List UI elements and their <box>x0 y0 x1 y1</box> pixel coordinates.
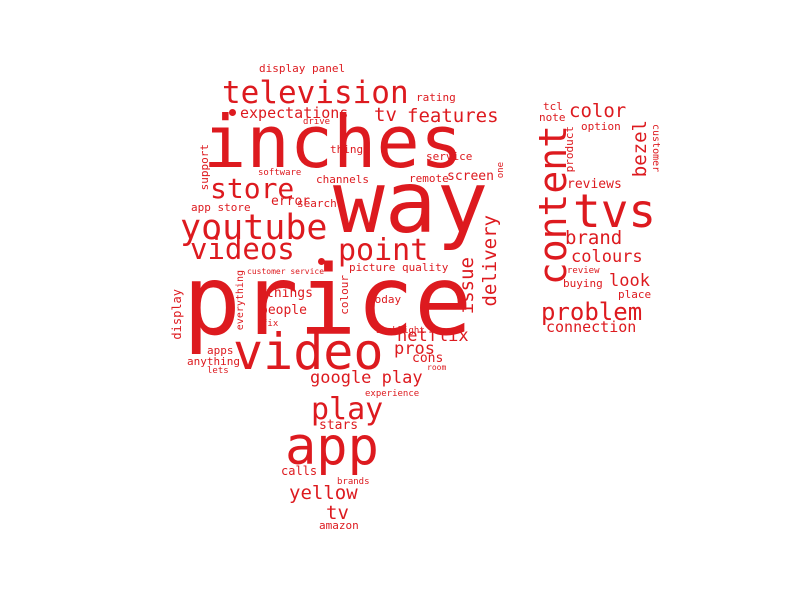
word-fix: fix <box>262 319 279 329</box>
word-look: look <box>609 271 650 291</box>
word-inches: inches <box>203 100 464 184</box>
word-colours: colours <box>571 247 643 267</box>
word-buying: buying <box>563 277 603 290</box>
word-one: one <box>496 162 506 179</box>
word-yellow: yellow <box>289 482 358 504</box>
word-play: play <box>311 392 384 427</box>
word-software: software <box>258 168 302 178</box>
word-note: note <box>539 111 566 124</box>
word-display: display <box>170 289 184 340</box>
word-error: error <box>271 194 311 209</box>
word-customer: customer <box>650 124 661 173</box>
word-cons: cons <box>412 351 444 366</box>
word-rating: rating <box>416 91 456 104</box>
word-colour: colour <box>338 275 351 315</box>
word-support: support <box>198 144 211 191</box>
word-bezel: bezel <box>629 120 651 178</box>
word-experience: experience <box>365 389 420 399</box>
word-color: color <box>569 100 627 122</box>
word-google-play: google play <box>310 368 423 388</box>
word-search: search <box>297 197 337 210</box>
word-issue: issue <box>456 257 478 315</box>
word-tcl: tcl <box>543 100 563 113</box>
word-amazon: amazon <box>319 519 359 532</box>
word-netflix: netflix <box>397 326 469 346</box>
word-app-store: app store <box>191 201 251 214</box>
word-display-panel: display panel <box>259 62 346 75</box>
word-videos: videos <box>190 232 295 266</box>
word-problem: problem <box>541 298 643 326</box>
word-store: store <box>210 172 295 205</box>
word-tvs: tvs <box>573 184 657 238</box>
word-brands: brands <box>337 477 370 487</box>
word-calls: calls <box>281 464 318 478</box>
word-remote: remote <box>409 172 449 185</box>
word-option: option <box>581 120 621 133</box>
word-expectations: expectations <box>240 104 349 122</box>
word-features: features <box>407 105 499 127</box>
word-way: way <box>333 153 489 253</box>
word-connection: connection <box>546 318 637 336</box>
word-tv-main: tv <box>374 104 397 126</box>
word-video: video <box>233 323 384 381</box>
word-price: price <box>183 245 472 357</box>
word-anything: anything <box>187 355 240 368</box>
word-place: place <box>618 288 652 301</box>
word-apps: apps <box>207 344 234 357</box>
word-picture-quality: picture quality <box>349 261 449 274</box>
dot-mark <box>318 258 325 265</box>
word-room: room <box>427 363 447 372</box>
word-today: today <box>368 293 402 306</box>
word-screen: screen <box>447 169 494 184</box>
word-things: things <box>266 286 313 301</box>
dot-mark <box>229 109 236 116</box>
word-youtube: youtube <box>180 208 328 248</box>
word-app: app <box>285 417 379 477</box>
word-channels: channels <box>316 173 369 186</box>
word-thing: thing <box>330 143 364 156</box>
word-service: service <box>426 150 473 163</box>
word-delivery: delivery <box>479 215 501 307</box>
word-customer-service: customer service <box>247 267 325 276</box>
word-pros: pros <box>394 339 435 359</box>
word-television: television <box>222 75 409 111</box>
word-everything: everything <box>235 270 246 331</box>
word-tv-small: tv <box>326 502 349 524</box>
word-product: product <box>563 126 576 173</box>
word-people: people <box>260 303 307 318</box>
word-lets: lets <box>207 366 229 376</box>
word-brand: brand <box>565 227 623 249</box>
word-stars: stars <box>319 418 359 433</box>
word-backlight: backlight <box>376 326 425 336</box>
word-review: review <box>567 266 600 276</box>
word-drive: drive <box>303 117 331 127</box>
word-point: point <box>338 233 429 268</box>
word-reviews: reviews <box>567 177 622 192</box>
